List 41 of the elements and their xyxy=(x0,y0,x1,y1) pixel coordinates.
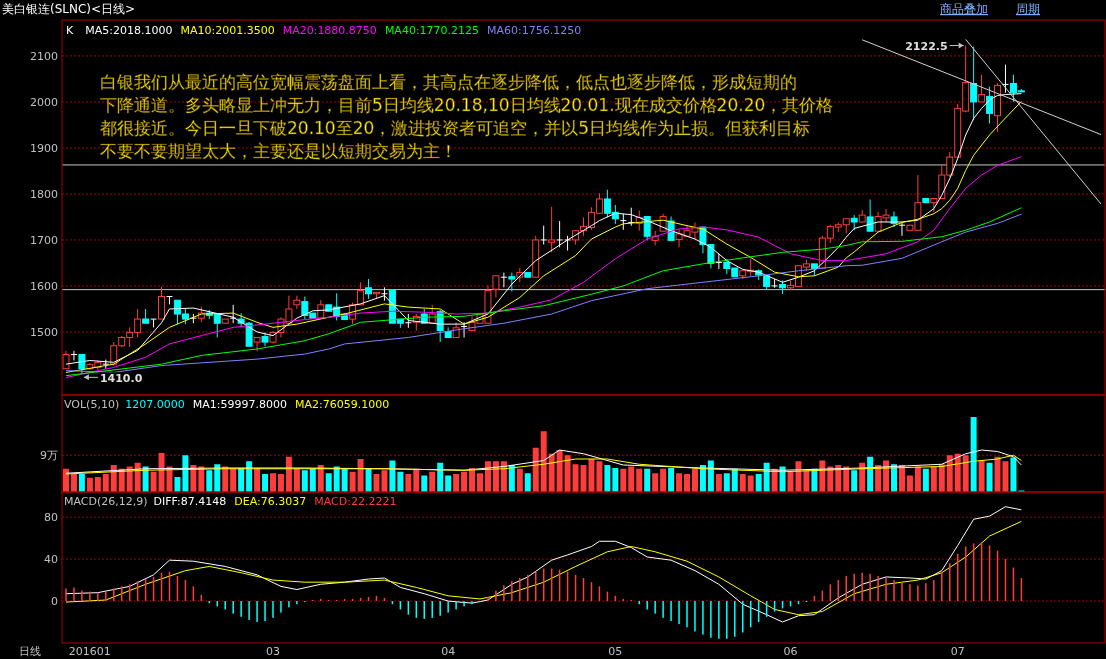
y-tick-label: 40 xyxy=(44,553,58,567)
text: 商品叠加 xyxy=(940,2,988,16)
x-tick-label: 06 xyxy=(783,645,798,658)
chart-subtitle: K xyxy=(66,24,74,37)
chart-title: VOL(5,10) xyxy=(64,398,120,411)
x-tick-label: 04 xyxy=(441,645,456,658)
x-axis-title: 日线 xyxy=(19,645,41,658)
chart-title: MACD(26,12,9) xyxy=(64,495,148,508)
text: MACD:22.2221 xyxy=(314,495,397,508)
y-tick-label: 1600 xyxy=(30,279,58,293)
annotation: 2122.5 xyxy=(905,39,948,53)
y-tick-label: 1500 xyxy=(30,325,58,339)
text: 周期 xyxy=(1016,2,1040,16)
text: MA5:2018.1000 xyxy=(85,24,173,37)
x-tick-label: 07 xyxy=(950,645,965,658)
text: 1207.0000 xyxy=(125,398,185,411)
annotation: 1410.0 xyxy=(99,372,143,386)
annotation: 都很接近。今日一旦下破20.10至20，激进投资者可追空，并以5日均线作为止损。但获利目标 xyxy=(100,118,811,138)
text: MA20:1880.8750 xyxy=(282,24,377,37)
y-tick-label: 2100 xyxy=(30,49,58,63)
annotation: 下降通道。多头略显上冲无力，目前5日均线20.18,10日均线20.01.现在成交价格20.20，其价格 xyxy=(100,95,834,115)
y-tick-label: 1800 xyxy=(30,187,58,201)
y-tick-label: 2000 xyxy=(30,95,58,109)
text: DEA:76.3037 xyxy=(234,495,307,508)
text: MA60:1756.1250 xyxy=(487,24,582,37)
x-tick-label: 03 xyxy=(265,645,280,658)
text: MA1:59997.8000 xyxy=(192,398,287,411)
annotation: 不要不要期望太大，主要还是以短期交易为主！ xyxy=(100,141,457,161)
y-tick-label: 0 xyxy=(51,595,58,609)
text: MA2:76059.1000 xyxy=(294,398,390,411)
text: DIFF:87.4148 xyxy=(153,495,227,508)
text: MA10:2001.3500 xyxy=(180,24,275,37)
annotation: 白银我们从最近的高位宽幅震荡盘面上看，其高点在逐步降低，低点也逐步降低，形成短期的 xyxy=(100,72,797,92)
y-tick-label: 1900 xyxy=(30,141,58,155)
y-tick-label: 1700 xyxy=(30,233,58,247)
x-tick-label: 05 xyxy=(608,645,623,658)
text: MA40:1770.2125 xyxy=(384,24,480,37)
ref-line-label: 9万 xyxy=(40,449,58,463)
x-tick-label: 201601 xyxy=(68,645,111,658)
y-tick-label: 80 xyxy=(44,511,58,525)
chart-title: 美白银连(SLNC)<日线> xyxy=(2,2,136,16)
